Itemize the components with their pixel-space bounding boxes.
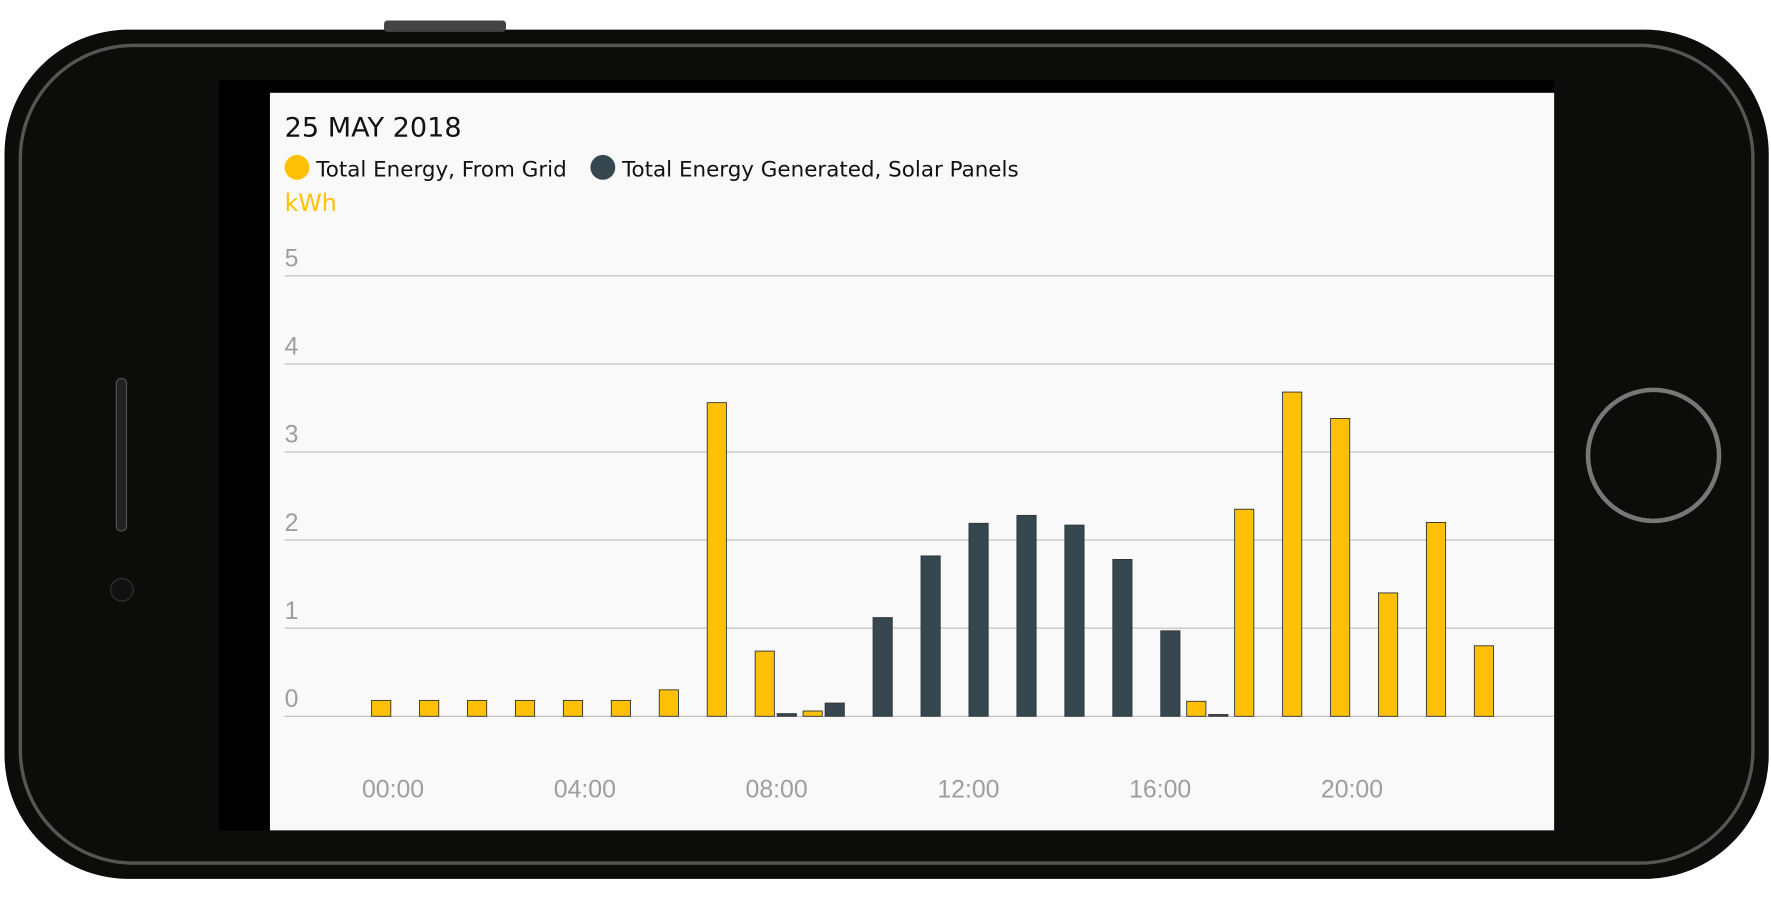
- bar: [658, 689, 679, 717]
- y-axis-label: kWh: [285, 189, 337, 217]
- x-tick-label: 04:00: [554, 776, 616, 803]
- legend-marker: [590, 154, 616, 180]
- bar: [1186, 700, 1207, 717]
- legend-marker: [284, 154, 310, 180]
- bar: [824, 702, 845, 717]
- bar: [706, 402, 727, 717]
- bar: [1378, 592, 1399, 717]
- bar: [920, 555, 941, 717]
- bar: [610, 699, 631, 717]
- phone-speaker: [115, 378, 128, 532]
- x-tick-label: 00:00: [362, 776, 424, 803]
- phone-button: [384, 20, 506, 32]
- y-tick-label: 4: [285, 334, 299, 361]
- chart-area: [269, 92, 1555, 831]
- bar: [872, 617, 893, 717]
- legend-label: Total Energy Generated, Solar Panels: [621, 158, 1019, 183]
- y-tick-label: 1: [285, 598, 299, 625]
- bar: [467, 699, 488, 717]
- bar: [968, 522, 989, 717]
- y-tick-label: 5: [285, 246, 299, 273]
- y-tick-label: 2: [285, 510, 299, 537]
- bar: [419, 699, 440, 717]
- x-tick-label: 08:00: [746, 776, 808, 803]
- phone-camera: [110, 577, 134, 602]
- y-tick-label: 0: [285, 686, 299, 713]
- bar: [1064, 524, 1085, 717]
- bar: [371, 699, 392, 717]
- chart-title: 25 MAY 2018: [285, 112, 462, 143]
- bar: [754, 650, 775, 717]
- bar: [1208, 714, 1229, 717]
- bar: [562, 699, 584, 717]
- x-tick-label: 20:00: [1321, 776, 1383, 803]
- home-button[interactable]: [1585, 387, 1722, 524]
- bar: [1473, 645, 1494, 717]
- bar: [1016, 514, 1037, 717]
- bar: [776, 713, 797, 717]
- bar: [1112, 559, 1133, 717]
- bar: [514, 699, 536, 717]
- bar: [1160, 630, 1181, 717]
- bar: [1425, 522, 1447, 717]
- bar: [1330, 418, 1351, 717]
- bar: [1234, 508, 1255, 717]
- x-tick-label: 12:00: [937, 776, 999, 803]
- bar: [1282, 391, 1303, 717]
- y-tick-label: 3: [285, 422, 299, 449]
- phone-bezel: [18, 43, 1755, 865]
- x-tick-label: 16:00: [1129, 776, 1191, 803]
- bar: [802, 710, 823, 717]
- legend-label: Total Energy, From Grid: [315, 158, 566, 183]
